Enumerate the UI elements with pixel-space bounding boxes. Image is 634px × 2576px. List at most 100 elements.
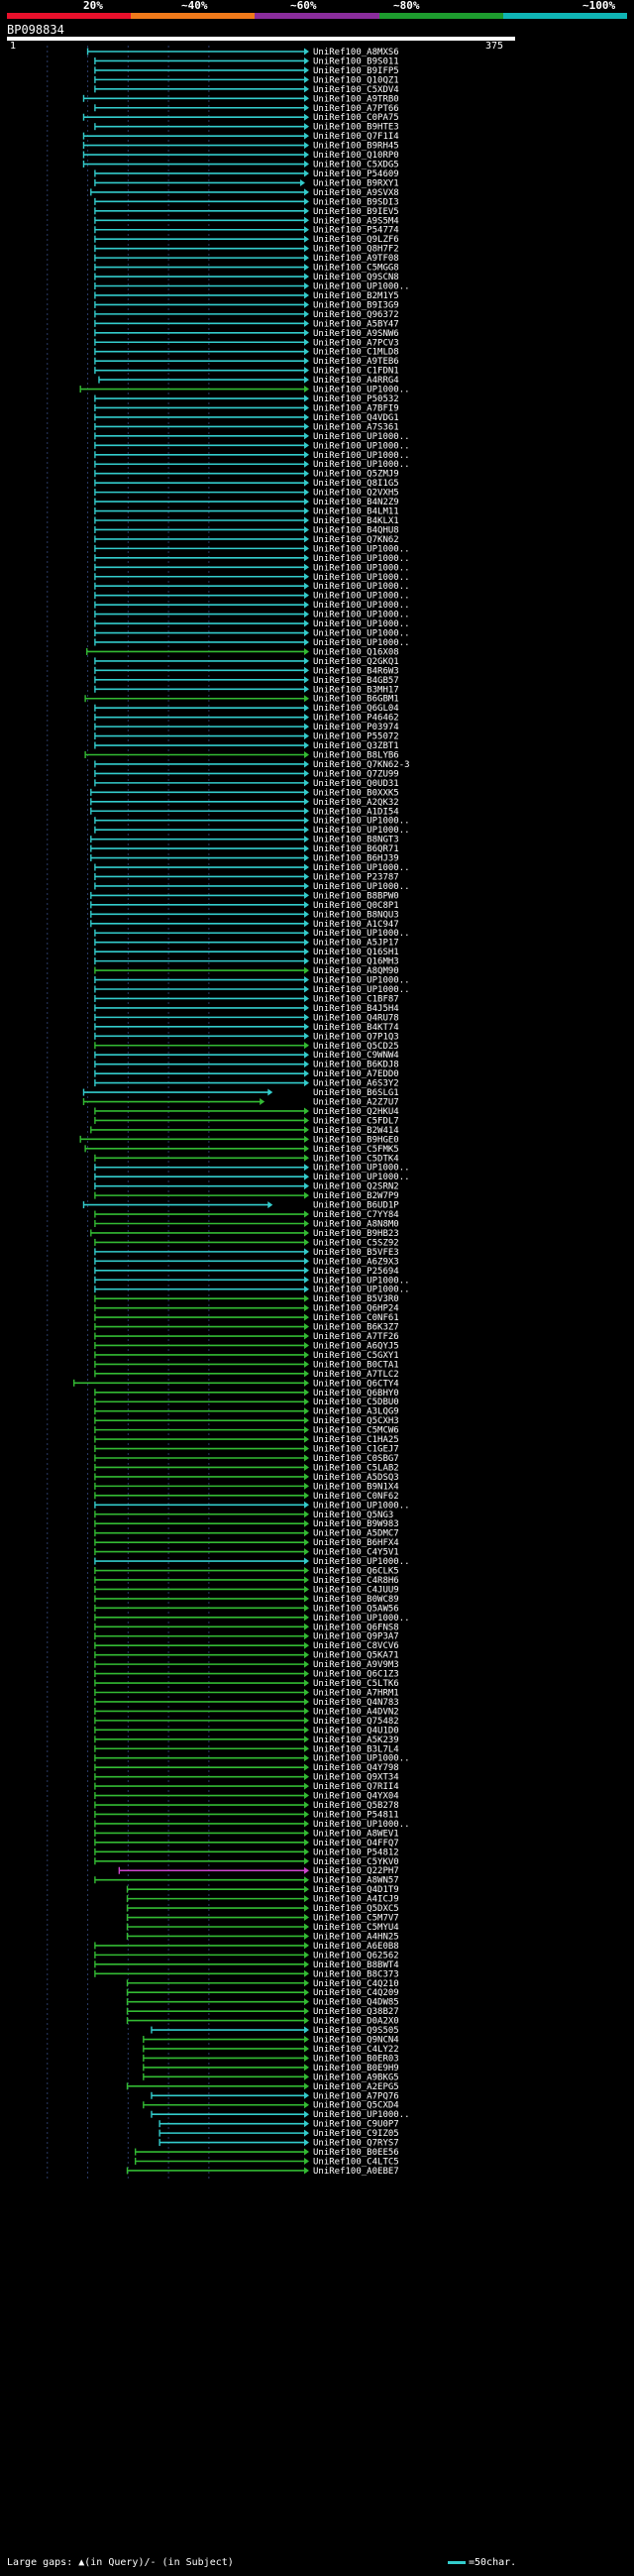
hit-row[interactable]: UniRef100_C5FDL7 xyxy=(94,1116,399,1126)
hit-label[interactable]: UniRef100_UP1000.. xyxy=(313,386,410,395)
hit-row[interactable]: UniRef100_A8QM90 xyxy=(94,966,399,976)
hit-row[interactable]: UniRef100_Q4Y798 xyxy=(94,1763,399,1773)
hit-label[interactable]: UniRef100_B4GB57 xyxy=(313,676,399,686)
hit-row[interactable]: UniRef100_C5GXY1 xyxy=(94,1351,399,1361)
hit-label[interactable]: UniRef100_UP1000.. xyxy=(313,882,410,892)
hit-label[interactable]: UniRef100_B0XXK5 xyxy=(313,788,399,798)
hit-label[interactable]: UniRef100_C4Q210 xyxy=(313,1979,399,1989)
hit-row[interactable]: UniRef100_A7S361 xyxy=(94,422,399,432)
hit-label[interactable]: UniRef100_B6HJ39 xyxy=(313,854,399,864)
hit-row[interactable]: UniRef100_UP1000.. xyxy=(94,1754,410,1764)
hit-row[interactable]: UniRef100_O4FFQ7 xyxy=(94,1839,399,1848)
hit-row[interactable]: UniRef100_A2Z7U7 xyxy=(82,1098,399,1108)
hit-label[interactable]: UniRef100_A4ICJ9 xyxy=(313,1895,399,1905)
hit-row[interactable]: UniRef100_UP1000.. xyxy=(94,460,410,470)
hit-label[interactable]: UniRef100_P25694 xyxy=(313,1267,399,1277)
hit-row[interactable]: UniRef100_A9TF08 xyxy=(94,254,399,264)
hit-label[interactable]: UniRef100_Q4RU78 xyxy=(313,1013,399,1023)
hit-label[interactable]: UniRef100_UP1000.. xyxy=(313,863,410,873)
hit-row[interactable]: UniRef100_C0NF61 xyxy=(94,1313,399,1323)
hit-label[interactable]: UniRef100_Q7KN62 xyxy=(313,535,399,545)
hit-row[interactable]: UniRef100_C5XDV4 xyxy=(94,85,399,95)
hit-row[interactable]: UniRef100_UP1000.. xyxy=(94,441,410,451)
hit-label[interactable]: UniRef100_P54812 xyxy=(313,1848,399,1857)
hit-row[interactable]: UniRef100_A9BKG5 xyxy=(143,2072,399,2082)
hit-label[interactable]: UniRef100_C0NF62 xyxy=(313,1492,399,1502)
hit-label[interactable]: UniRef100_A1C947 xyxy=(313,920,399,930)
hit-label[interactable]: UniRef100_A5BY47 xyxy=(313,319,399,329)
hit-row[interactable]: UniRef100_Q6CTY4 xyxy=(72,1379,399,1389)
hit-row[interactable]: UniRef100_UP1000.. xyxy=(94,1614,410,1624)
hit-label[interactable]: UniRef100_Q75482 xyxy=(313,1717,399,1727)
hit-row[interactable]: UniRef100_B4KLX1 xyxy=(94,516,399,526)
hit-label[interactable]: UniRef100_C0SBG7 xyxy=(313,1454,399,1464)
hit-row[interactable]: UniRef100_C7YY84 xyxy=(94,1210,399,1220)
hit-row[interactable]: UniRef100_A5DMC7 xyxy=(94,1529,399,1539)
hit-label[interactable]: UniRef100_Q5AW56 xyxy=(313,1604,399,1614)
hit-row[interactable]: UniRef100_UP1000.. xyxy=(94,826,410,836)
hit-row[interactable]: UniRef100_B0EE56 xyxy=(134,2148,399,2158)
hit-row[interactable]: UniRef100_A8WEV1 xyxy=(94,1829,399,1839)
hit-label[interactable]: UniRef100_Q7RYS7 xyxy=(313,2139,399,2149)
hit-row[interactable]: UniRef100_P54811 xyxy=(94,1810,399,1820)
hit-label[interactable]: UniRef100_UP1000.. xyxy=(313,611,410,620)
hit-label[interactable]: UniRef100_C5MYU4 xyxy=(313,1923,399,1933)
hit-label[interactable]: UniRef100_B4N2Z9 xyxy=(313,498,399,507)
hit-label[interactable]: UniRef100_B8LYB6 xyxy=(313,751,399,761)
hit-label[interactable]: UniRef100_B0CTA1 xyxy=(313,1360,399,1370)
hit-row[interactable]: UniRef100_Q5NG3 xyxy=(94,1511,393,1520)
hit-row[interactable]: UniRef100_Q10QZ1 xyxy=(94,75,399,85)
hit-row[interactable]: UniRef100_B9HTE3 xyxy=(94,123,399,133)
hit-label[interactable]: UniRef100_UP1000.. xyxy=(313,817,410,827)
hit-label[interactable]: UniRef100_C5XDV4 xyxy=(313,85,399,95)
hit-row[interactable]: UniRef100_C5MYU4 xyxy=(126,1923,399,1933)
hit-label[interactable]: UniRef100_C9U0P7 xyxy=(313,2120,399,2130)
hit-label[interactable]: UniRef100_UP1000.. xyxy=(313,592,410,602)
hit-row[interactable]: UniRef100_A7BFI9 xyxy=(94,403,399,413)
hit-row[interactable]: UniRef100_B4GB57 xyxy=(94,676,399,686)
hit-label[interactable]: UniRef100_C5DBU0 xyxy=(313,1398,399,1407)
hit-row[interactable]: UniRef100_UP1000.. xyxy=(94,1276,410,1286)
hit-label[interactable]: UniRef100_B9RH45 xyxy=(313,142,399,152)
hit-label[interactable]: UniRef100_A2EPG5 xyxy=(313,2082,399,2092)
hit-label[interactable]: UniRef100_A2Z7U7 xyxy=(313,1098,399,1108)
hit-row[interactable]: UniRef100_Q5DXC5 xyxy=(126,1904,399,1914)
hit-label[interactable]: UniRef100_A8WEV1 xyxy=(313,1829,399,1839)
hit-label[interactable]: UniRef100_Q6GL04 xyxy=(313,704,399,714)
hit-row[interactable]: UniRef100_P23787 xyxy=(94,872,399,882)
hit-row[interactable]: UniRef100_C4Q210 xyxy=(126,1979,399,1989)
hit-label[interactable]: UniRef100_Q5B278 xyxy=(313,1801,399,1811)
hit-label[interactable]: UniRef100_B6GBM1 xyxy=(313,695,399,705)
hit-row[interactable]: UniRef100_Q7KN62-3 xyxy=(94,760,410,770)
hit-label[interactable]: UniRef100_UP1000.. xyxy=(313,460,410,470)
hit-label[interactable]: UniRef100_A5DSQ3 xyxy=(313,1473,399,1483)
hit-label[interactable]: UniRef100_Q9S505 xyxy=(313,2026,399,2036)
hit-label[interactable]: UniRef100_UP1000.. xyxy=(313,441,410,451)
hit-label[interactable]: UniRef100_A8N8M0 xyxy=(313,1220,399,1230)
hit-row[interactable]: UniRef100_B9SDI3 xyxy=(94,197,399,207)
hit-label[interactable]: UniRef100_C5GXY1 xyxy=(313,1351,399,1361)
hit-row[interactable]: UniRef100_UP1000.. xyxy=(94,619,410,629)
hit-row[interactable]: UniRef100_Q4D1T9 xyxy=(126,1885,399,1895)
hit-label[interactable]: UniRef100_Q0UD31 xyxy=(313,779,399,789)
hit-row[interactable]: UniRef100_Q9SCN8 xyxy=(94,273,399,282)
hit-row[interactable]: UniRef100_C5MGG8 xyxy=(94,264,399,274)
hit-row[interactable]: UniRef100_UP1000.. xyxy=(94,1501,410,1511)
hit-label[interactable]: UniRef100_UP1000.. xyxy=(313,573,410,583)
hit-row[interactable]: UniRef100_UP1000.. xyxy=(94,1286,410,1295)
hit-row[interactable]: UniRef100_Q2SRN2 xyxy=(94,1182,399,1192)
hit-label[interactable]: UniRef100_B5V3R0 xyxy=(313,1294,399,1304)
hit-label[interactable]: UniRef100_A8WN57 xyxy=(313,1876,399,1886)
hit-label[interactable]: UniRef100_C4LTC5 xyxy=(313,2158,399,2168)
hit-row[interactable]: UniRef100_A2EPG5 xyxy=(126,2082,399,2092)
hit-label[interactable]: UniRef100_A7HRM1 xyxy=(313,1689,399,1699)
hit-row[interactable]: UniRef100_A4DVN2 xyxy=(94,1707,399,1717)
hit-label[interactable]: UniRef100_B6K3Z7 xyxy=(313,1323,399,1333)
hit-row[interactable]: UniRef100_Q4DW85 xyxy=(126,1998,399,2008)
hit-label[interactable]: UniRef100_Q4N783 xyxy=(313,1698,399,1708)
hit-label[interactable]: UniRef100_P46462 xyxy=(313,714,399,724)
hit-row[interactable]: UniRef100_P50532 xyxy=(94,394,399,404)
hit-row[interactable]: UniRef100_B4R6W3 xyxy=(94,666,399,676)
hit-label[interactable]: UniRef100_Q16SH1 xyxy=(313,948,399,957)
hit-row[interactable]: UniRef100_B9S011 xyxy=(94,56,399,66)
